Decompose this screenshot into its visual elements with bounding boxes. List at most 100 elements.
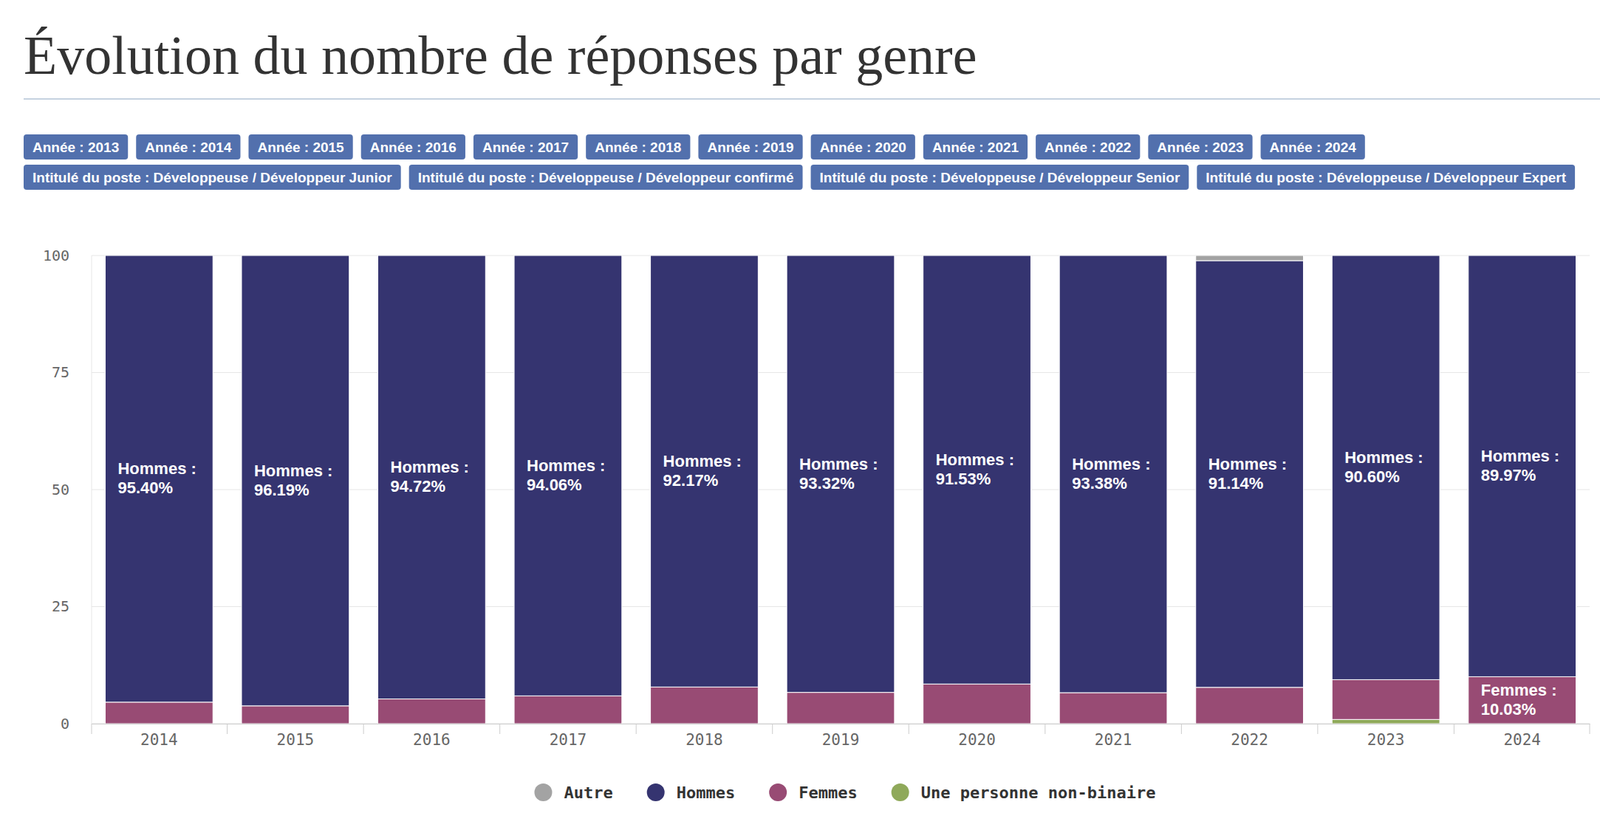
legend-item[interactable]: Hommes — [647, 783, 735, 803]
x-separators — [91, 723, 1590, 735]
bar-segment[interactable] — [378, 699, 487, 724]
bar-segment[interactable] — [104, 702, 213, 724]
data-label-line: 94.06% — [526, 475, 583, 495]
filter-chip[interactable]: Année : 2020 — [811, 134, 916, 160]
filter-chip-label[interactable]: Intitulé du poste : Développeuse / Dével… — [1205, 169, 1567, 186]
x-tick: 2016 — [412, 723, 451, 750]
filter-chip-bg[interactable] — [361, 134, 466, 160]
bar-segment[interactable] — [1468, 255, 1577, 677]
filter-chip[interactable]: Année : 2016 — [361, 134, 466, 160]
x-separator — [499, 723, 501, 735]
bar-segment[interactable] — [1059, 692, 1168, 724]
filter-chip-label[interactable]: Année : 2022 — [1044, 139, 1131, 156]
filter-chip-label[interactable]: Intitulé du poste : Développeuse / Dével… — [819, 169, 1181, 186]
filter-chip-label[interactable]: Année : 2016 — [370, 139, 457, 156]
filter-chip[interactable]: Intitulé du poste : Développeuse / Dével… — [409, 164, 803, 190]
filter-chip-label[interactable]: Année : 2013 — [32, 139, 119, 156]
filter-chip-bg[interactable] — [1260, 134, 1366, 160]
bar-segment[interactable] — [514, 255, 622, 696]
filter-chip-label[interactable]: Intitulé du poste : Développeuse / Dével… — [418, 169, 795, 186]
data-label: Hommes :89.97% — [1481, 446, 1560, 485]
filter-chip[interactable]: Année : 2024 — [1260, 134, 1366, 160]
filter-chip[interactable]: Année : 2022 — [1035, 134, 1140, 160]
filter-chip-bg[interactable] — [811, 164, 1190, 190]
legend-item[interactable]: Autre — [534, 783, 613, 803]
data-label-line: 93.32% — [799, 474, 855, 493]
x-tick: 2020 — [958, 723, 996, 750]
legend-item[interactable]: Femmes — [768, 783, 857, 803]
bar-segment[interactable] — [1331, 679, 1440, 720]
bar-segment[interactable] — [1195, 260, 1304, 688]
filter-chip-bg[interactable] — [923, 134, 1028, 160]
data-label: Hommes :92.17% — [663, 452, 742, 490]
x-separator — [226, 723, 228, 735]
legend-symbol[interactable] — [768, 783, 787, 802]
filter-chip-bg[interactable] — [585, 134, 690, 160]
filter-chip[interactable]: Année : 2018 — [585, 134, 690, 160]
filter-chip-bg[interactable] — [698, 134, 803, 160]
legend-item[interactable]: Une personne non-binaire — [891, 783, 1157, 803]
bar-segment[interactable] — [923, 255, 1032, 685]
bar-segment[interactable] — [1195, 687, 1304, 724]
filter-chip-bg[interactable] — [23, 164, 402, 190]
filter-chip-bg[interactable] — [135, 134, 241, 160]
legend-label[interactable]: Autre — [563, 783, 613, 803]
filter-chip[interactable]: Année : 2015 — [248, 134, 353, 160]
filter-chip[interactable]: Année : 2013 — [23, 134, 128, 160]
legend: Autre Hommes Femmes Une personne non-binair… — [534, 783, 1156, 803]
filter-chip-bg[interactable] — [1196, 164, 1575, 190]
filter-chip-label[interactable]: Année : 2021 — [932, 139, 1020, 156]
bar-segment[interactable] — [786, 692, 895, 724]
bar-segment[interactable] — [650, 686, 759, 724]
filter-chip[interactable]: Année : 2014 — [135, 134, 241, 160]
y-tick-label: 0 — [60, 715, 70, 733]
x-separator — [1453, 723, 1455, 735]
legend-symbol[interactable] — [647, 783, 665, 802]
filter-chip-label[interactable]: Année : 2015 — [257, 139, 345, 156]
bar-segment[interactable] — [786, 255, 895, 693]
bar-segment[interactable] — [241, 255, 350, 707]
filter-chip[interactable]: Intitulé du poste : Développeuse / Dével… — [23, 164, 402, 190]
filter-chip-label[interactable]: Intitulé du poste : Développeuse / Dével… — [32, 169, 393, 186]
bar-segment[interactable] — [1468, 676, 1577, 724]
bar-segment[interactable] — [1331, 719, 1440, 724]
filter-chip-label[interactable]: Année : 2014 — [144, 139, 232, 156]
filter-chip-label[interactable]: Année : 2017 — [482, 139, 569, 156]
filter-chip[interactable]: Année : 2019 — [698, 134, 803, 160]
bar-segment[interactable] — [1059, 255, 1168, 693]
filter-chip-label[interactable]: Année : 2020 — [819, 139, 907, 156]
filter-chip-bg[interactable] — [409, 164, 803, 190]
bar-segment[interactable] — [1331, 255, 1440, 680]
bar-segment[interactable] — [241, 706, 350, 724]
legend-symbol[interactable] — [891, 783, 910, 802]
bar-segment[interactable] — [923, 684, 1032, 724]
filter-chip-bg[interactable] — [248, 134, 353, 160]
legend-label[interactable]: Femmes — [798, 783, 857, 803]
legend-label[interactable]: Une personne non-binaire — [921, 783, 1157, 803]
data-label: Hommes :93.32% — [799, 455, 878, 493]
filter-chip-label[interactable]: Année : 2019 — [706, 139, 794, 156]
filter-chip-bg[interactable] — [473, 134, 578, 160]
filter-chip-label[interactable]: Année : 2024 — [1269, 139, 1357, 156]
legend-label[interactable]: Hommes — [676, 783, 735, 803]
filter-chip[interactable]: Année : 2021 — [923, 134, 1028, 160]
bar-segment[interactable] — [514, 695, 622, 724]
filter-chip[interactable]: Année : 2017 — [473, 134, 578, 160]
filter-chip-bg[interactable] — [23, 134, 128, 160]
filter-chip-bg[interactable] — [811, 134, 916, 160]
legend-symbol[interactable] — [534, 783, 552, 802]
filter-chip-label[interactable]: Année : 2023 — [1156, 139, 1244, 156]
filter-chip-bg[interactable] — [1035, 134, 1140, 160]
data-label-line: Hommes : — [935, 450, 1015, 470]
filter-chip-bg[interactable] — [1147, 134, 1253, 160]
data-label-line: Hommes : — [1344, 448, 1423, 467]
bar-segment[interactable] — [1195, 255, 1304, 261]
bar-segment[interactable] — [104, 255, 213, 703]
bar-segment[interactable] — [650, 255, 759, 687]
filter-chip[interactable]: Intitulé du poste : Développeuse / Dével… — [1196, 164, 1575, 190]
bar-segment[interactable] — [378, 255, 487, 700]
data-label-line: Hommes : — [254, 461, 333, 481]
filter-chip[interactable]: Année : 2023 — [1147, 134, 1253, 160]
filter-chip-label[interactable]: Année : 2018 — [594, 139, 682, 156]
filter-chip[interactable]: Intitulé du poste : Développeuse / Dével… — [811, 164, 1190, 190]
